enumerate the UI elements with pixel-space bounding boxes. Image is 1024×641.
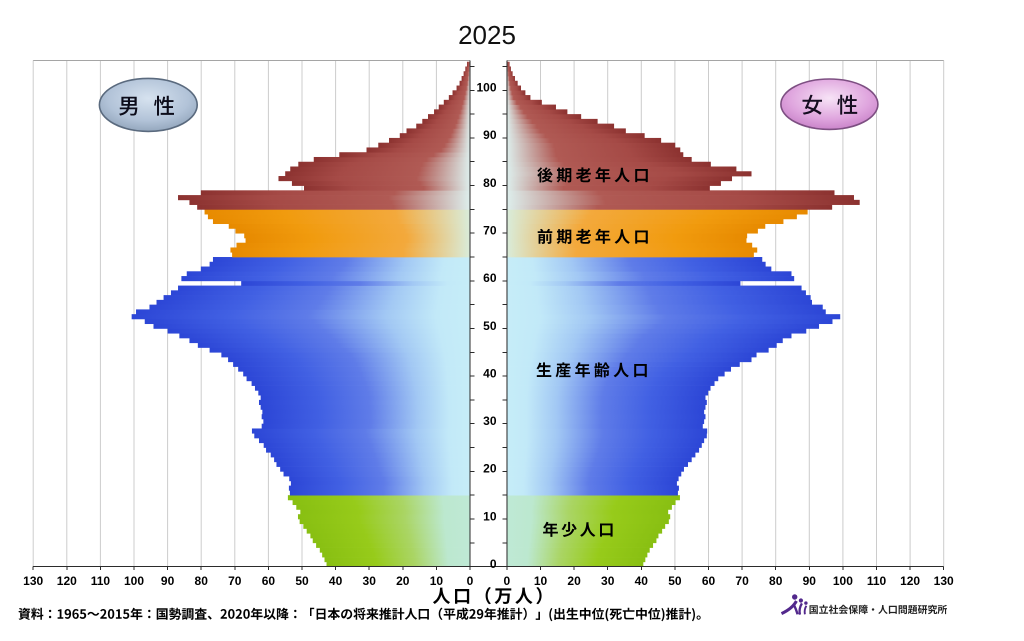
svg-text:30: 30 — [601, 574, 615, 588]
svg-text:40: 40 — [483, 366, 497, 380]
svg-text:110: 110 — [91, 574, 111, 588]
svg-text:60: 60 — [483, 271, 497, 285]
svg-text:70: 70 — [483, 224, 497, 238]
svg-text:20: 20 — [483, 462, 497, 476]
svg-text:40: 40 — [329, 574, 343, 588]
svg-text:120: 120 — [57, 574, 77, 588]
svg-text:80: 80 — [483, 176, 497, 190]
svg-text:30: 30 — [483, 414, 497, 428]
svg-text:100: 100 — [124, 574, 144, 588]
svg-text:0: 0 — [504, 574, 511, 588]
svg-text:50: 50 — [483, 319, 497, 333]
svg-text:20: 20 — [396, 574, 410, 588]
svg-text:50: 50 — [668, 574, 682, 588]
svg-text:100: 100 — [833, 574, 853, 588]
svg-text:2025: 2025 — [458, 20, 516, 50]
svg-text:60: 60 — [702, 574, 716, 588]
svg-text:130: 130 — [934, 574, 954, 588]
svg-text:80: 80 — [769, 574, 783, 588]
svg-text:0: 0 — [467, 574, 474, 588]
svg-text:10: 10 — [430, 574, 444, 588]
svg-text:60: 60 — [262, 574, 276, 588]
svg-text:130: 130 — [23, 574, 43, 588]
svg-text:20: 20 — [567, 574, 581, 588]
svg-text:90: 90 — [483, 128, 497, 142]
svg-text:90: 90 — [803, 574, 817, 588]
svg-text:100: 100 — [476, 81, 496, 95]
svg-text:50: 50 — [295, 574, 309, 588]
svg-text:90: 90 — [161, 574, 175, 588]
svg-text:10: 10 — [534, 574, 548, 588]
svg-text:10: 10 — [483, 509, 497, 523]
svg-text:40: 40 — [635, 574, 649, 588]
svg-text:30: 30 — [363, 574, 377, 588]
svg-text:120: 120 — [900, 574, 920, 588]
svg-text:70: 70 — [228, 574, 242, 588]
svg-text:110: 110 — [867, 574, 887, 588]
svg-text:0: 0 — [490, 557, 497, 571]
svg-text:80: 80 — [195, 574, 209, 588]
svg-text:70: 70 — [735, 574, 749, 588]
